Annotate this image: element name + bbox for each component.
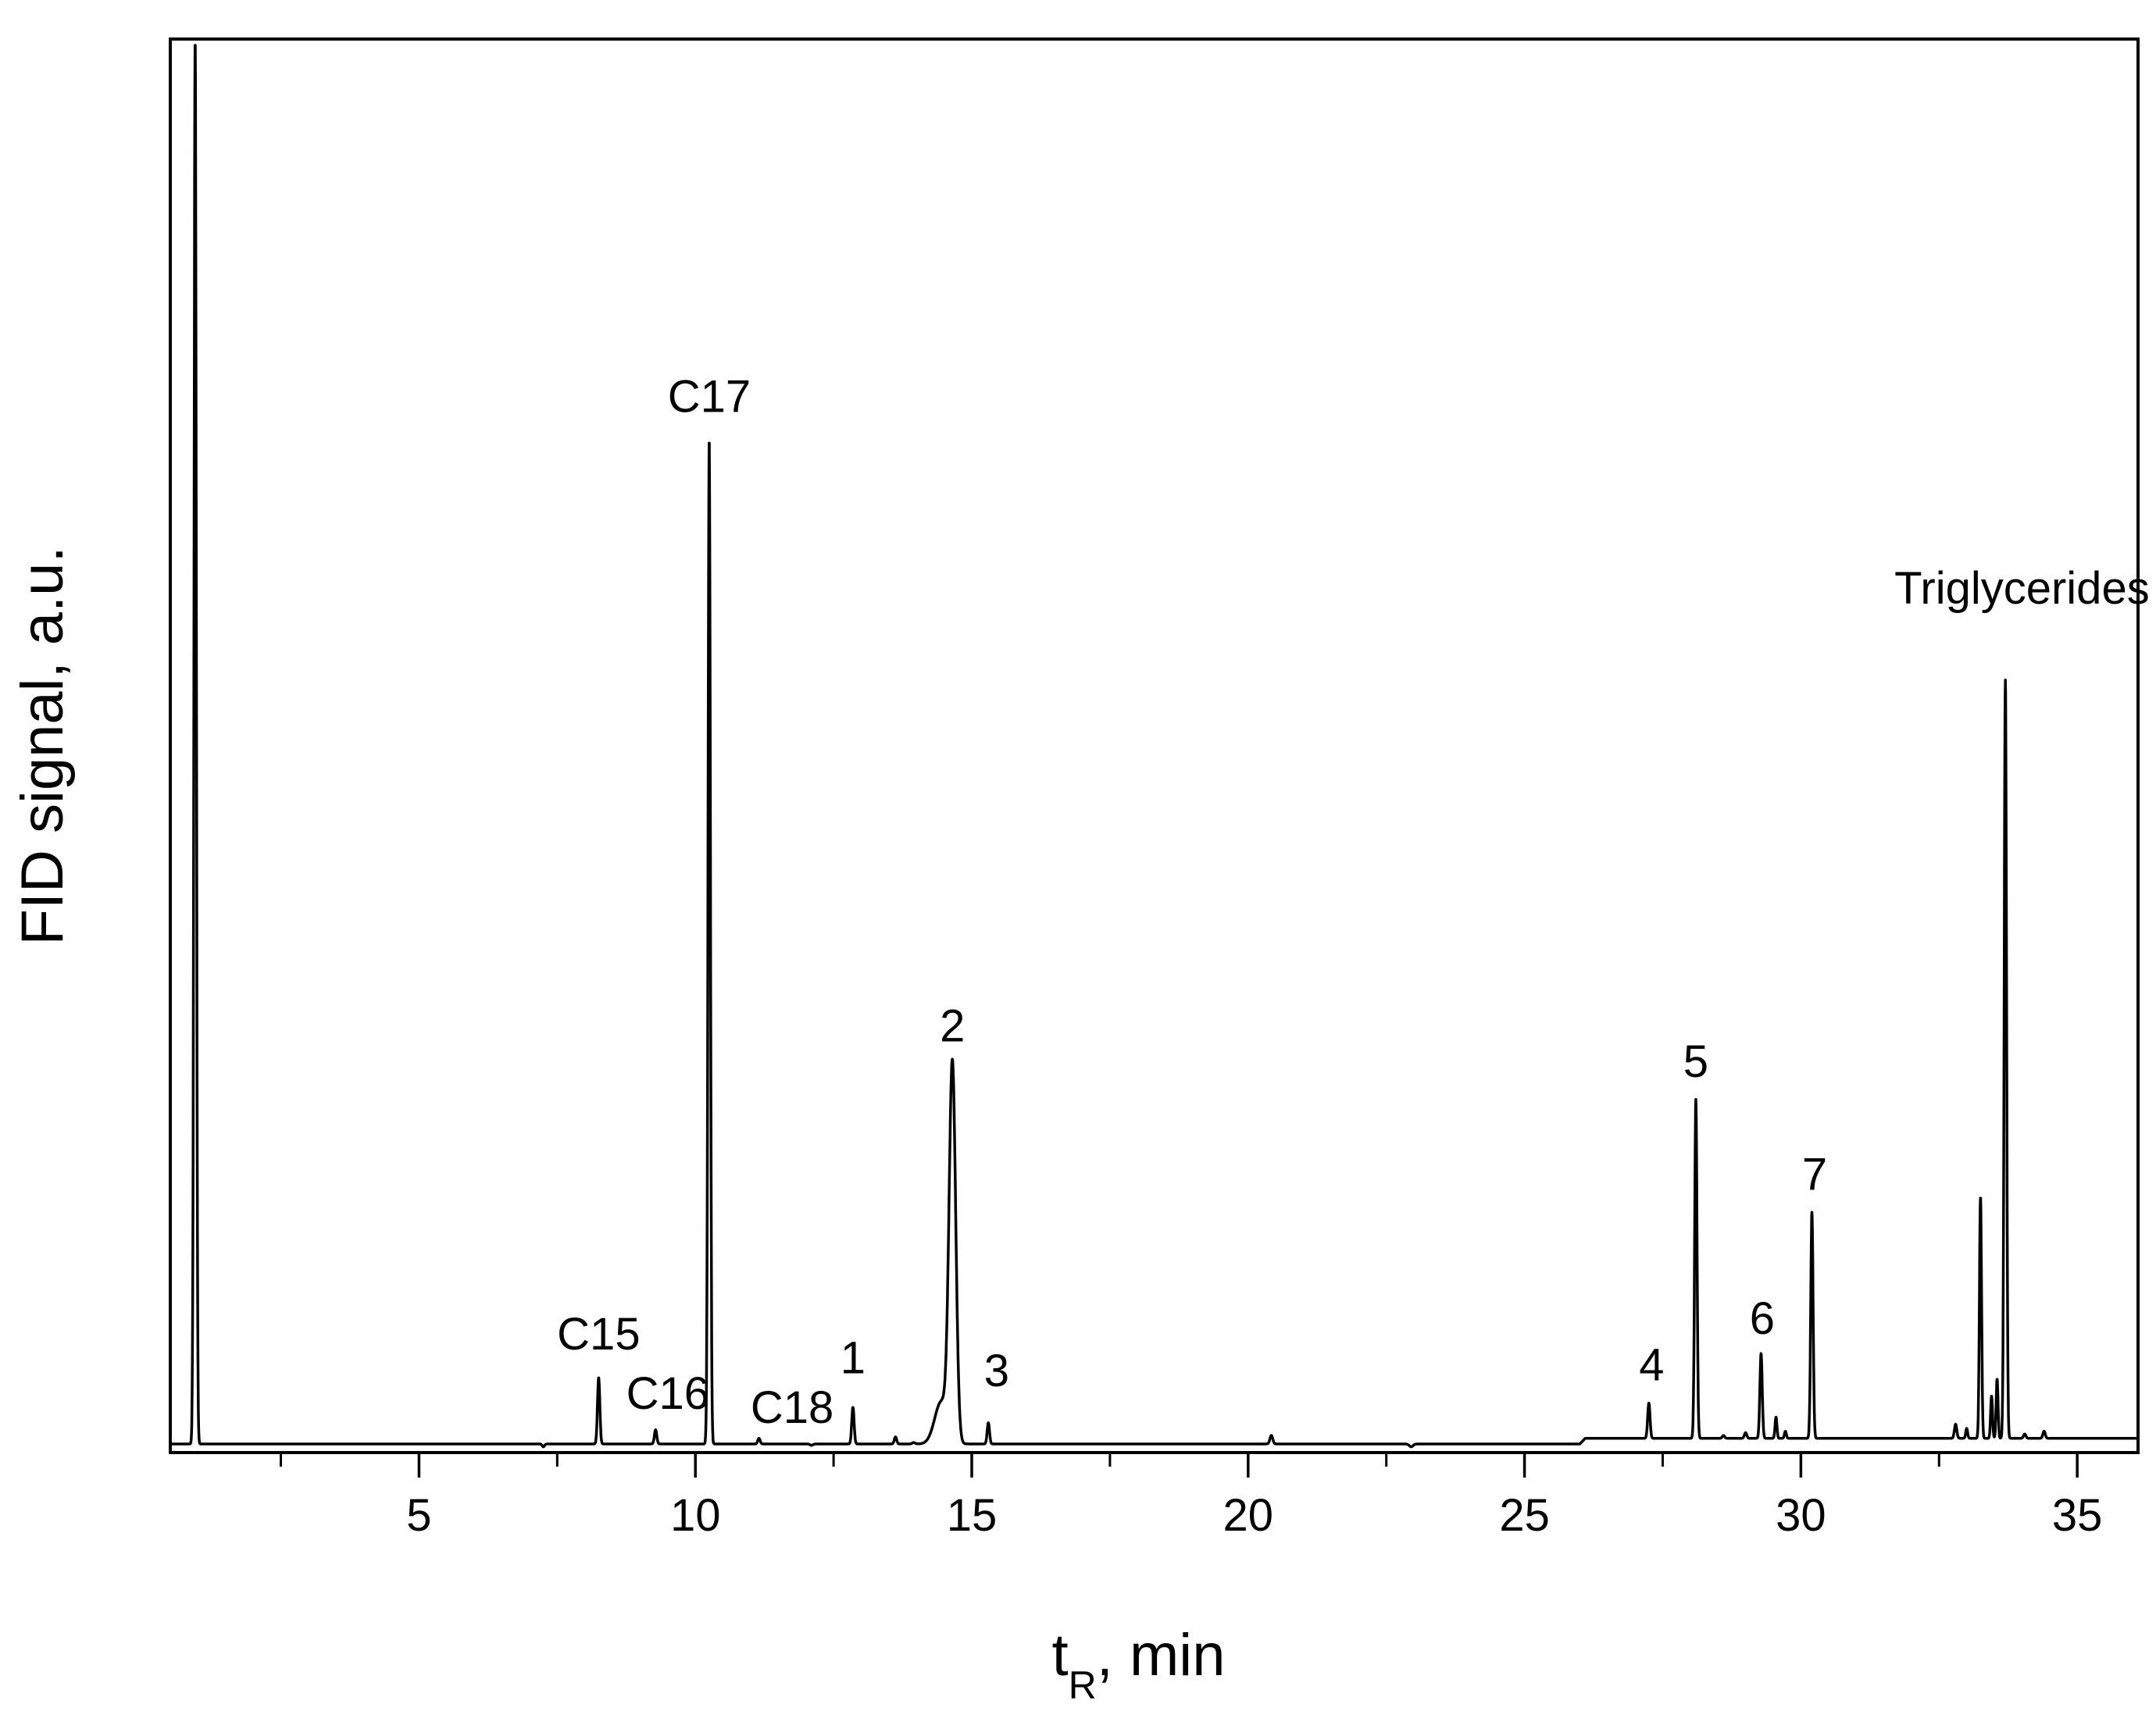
plot-frame [169,37,2140,1454]
peak-label: 1 [841,1333,866,1384]
x-tick-label: 5 [406,1490,431,1541]
peak-label: 7 [1802,1150,1827,1200]
x-tick-labels: 5 10 15 20 25 30 35 [406,1490,2102,1541]
x-tick-label: 30 [1776,1490,1826,1541]
peak-label: 3 [984,1346,1009,1396]
x-tick-label: 15 [947,1490,998,1541]
peak-label: C15 [557,1309,640,1360]
x-tick-label: 35 [2052,1490,2103,1541]
x-minor-ticks [280,1453,1940,1467]
peak-label: 4 [1639,1340,1664,1391]
x-tick-label: 20 [1223,1490,1274,1541]
peak-label: 2 [940,1001,965,1052]
x-major-ticks [417,1453,2079,1478]
x-axis-symbol: t [1052,1622,1069,1688]
y-axis-title: FID signal, a.u. [9,546,76,945]
x-tick-label: 10 [670,1490,721,1541]
peak-label: Triglycerides [1894,563,2150,614]
x-axis-subscript: R [1069,1663,1097,1707]
peak-label: C16 [626,1368,709,1419]
x-tick-label: 25 [1499,1490,1550,1541]
peak-label: 5 [1683,1036,1708,1087]
x-axis-unit: , min [1097,1622,1226,1688]
fid-signal-trace [169,44,2140,1449]
x-axis-title: tR, min [1052,1622,1226,1707]
peak-label: 6 [1750,1293,1775,1344]
peak-label: C17 [668,371,751,422]
peak-label: C18 [751,1382,833,1433]
